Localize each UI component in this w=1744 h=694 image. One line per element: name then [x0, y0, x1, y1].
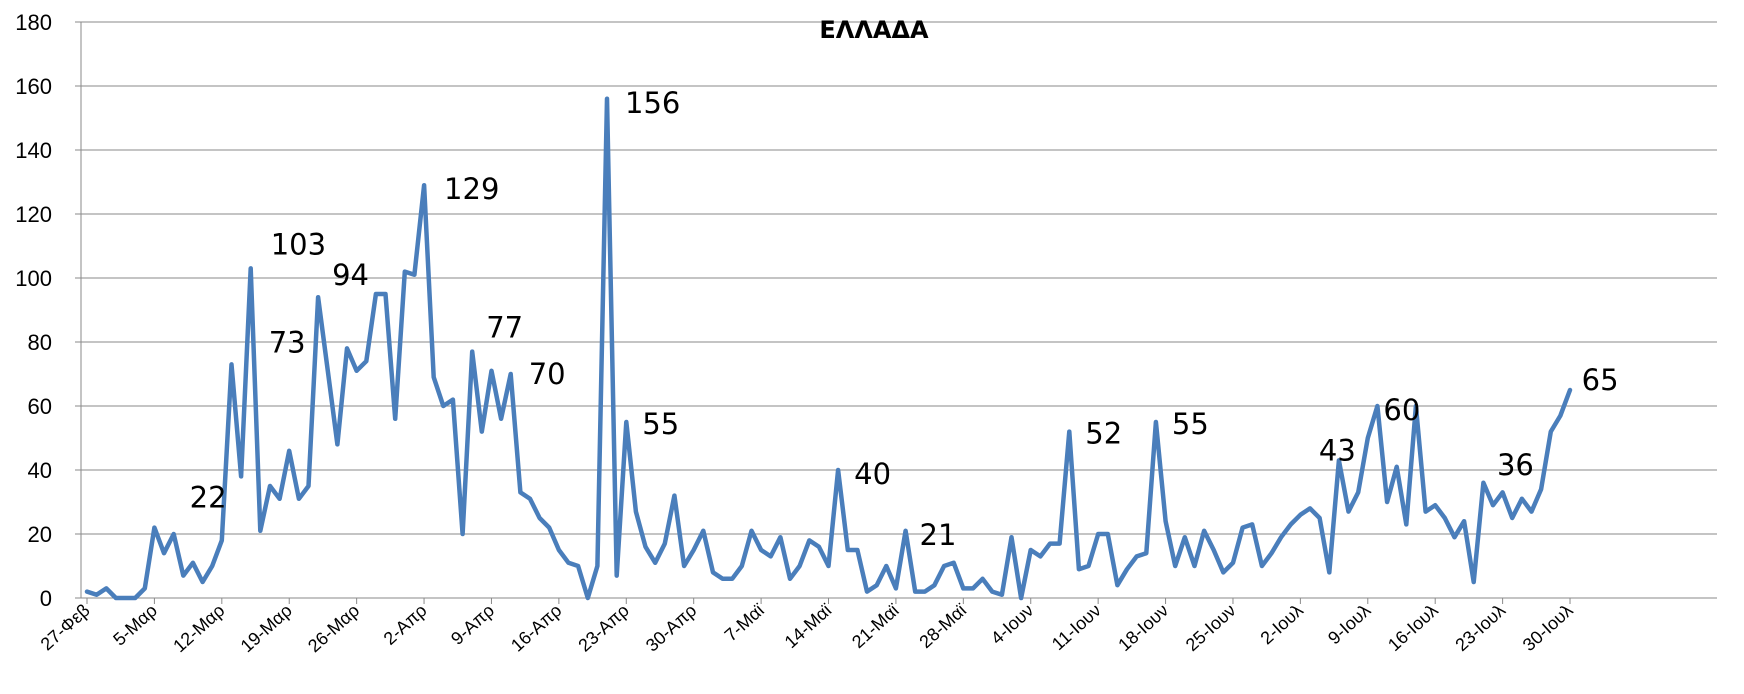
series-layer — [84, 96, 1573, 601]
data-label: 22 — [190, 481, 227, 515]
x-tick-label: 28-Μαϊ — [915, 599, 970, 652]
data-label: 70 — [529, 357, 566, 391]
x-tick-label: 19-Μαρ — [237, 600, 296, 656]
data-label: 65 — [1582, 363, 1619, 397]
x-tick-label: 23-Ιουλ — [1451, 600, 1509, 655]
x-tick-label: 2-Απρ — [380, 600, 431, 649]
y-tick-label: 100 — [15, 266, 52, 291]
y-tick-label: 40 — [28, 458, 52, 483]
data-label: 21 — [920, 518, 957, 552]
data-label: 43 — [1319, 433, 1356, 467]
x-axis-ticks: 27-Φεβ 5-Μαρ 12-Μαρ 19-Μαρ 26-Μαρ 2-Απρ 9-Απρ 1… — [37, 599, 1577, 656]
x-tick-label: 18-Ιουν — [1114, 600, 1172, 655]
x-tick-label: 9-Απρ — [447, 600, 498, 649]
x-tick-label: 12-Μαρ — [169, 600, 228, 656]
y-tick-label: 0 — [40, 586, 52, 611]
x-tick-label: 16-Απρ — [507, 600, 565, 655]
x-tick-label: 14-Μαϊ — [781, 599, 836, 652]
data-label: 77 — [486, 311, 523, 345]
x-tick-label: 16-Ιουλ — [1384, 600, 1442, 655]
x-tick-label: 21-Μαϊ — [848, 599, 903, 652]
y-tick-label: 160 — [15, 74, 52, 99]
x-tick-label: 7-Μαϊ — [721, 599, 769, 645]
y-axis-ticks: 0 20 40 60 80 100 120 140 160 180 — [15, 10, 52, 611]
x-tick-label: 30-Απρ — [642, 600, 700, 655]
x-tick-label: 25-Ιουν — [1182, 600, 1240, 655]
y-tick-label: 80 — [28, 330, 52, 355]
x-tick-label: 2-Ιουλ — [1257, 600, 1307, 648]
y-tick-label: 120 — [15, 202, 52, 227]
x-tick-label: 11-Ιουν — [1048, 600, 1105, 654]
series-line-0 — [84, 96, 1573, 601]
x-tick-label: 4-Ιουν — [987, 600, 1037, 648]
x-tick-label: 30-Ιουλ — [1519, 600, 1577, 655]
y-tick-label: 140 — [15, 138, 52, 163]
data-label: 73 — [269, 325, 306, 359]
data-label: 156 — [625, 86, 680, 120]
x-tick-label: 23-Απρ — [574, 600, 632, 655]
data-label: 52 — [1085, 417, 1122, 451]
x-tick-label: 5-Μαρ — [109, 600, 161, 649]
data-label: 94 — [332, 258, 369, 292]
data-label: 55 — [1172, 407, 1209, 441]
gridlines — [81, 21, 1717, 599]
data-label: 40 — [854, 457, 891, 491]
x-tick-label: 26-Μαρ — [304, 600, 363, 656]
axes — [75, 21, 1717, 604]
data-label: 60 — [1383, 393, 1420, 427]
data-label: 55 — [642, 407, 679, 441]
chart-title: ΕΛΛΑΔΑ — [819, 16, 929, 44]
y-tick-label: 20 — [28, 522, 52, 547]
y-tick-label: 180 — [15, 10, 52, 35]
y-tick-label: 60 — [28, 394, 52, 419]
data-label: 103 — [271, 227, 326, 261]
data-label: 36 — [1497, 448, 1534, 482]
x-tick-label: 9-Ιουλ — [1324, 600, 1374, 648]
data-label: 129 — [444, 172, 499, 206]
